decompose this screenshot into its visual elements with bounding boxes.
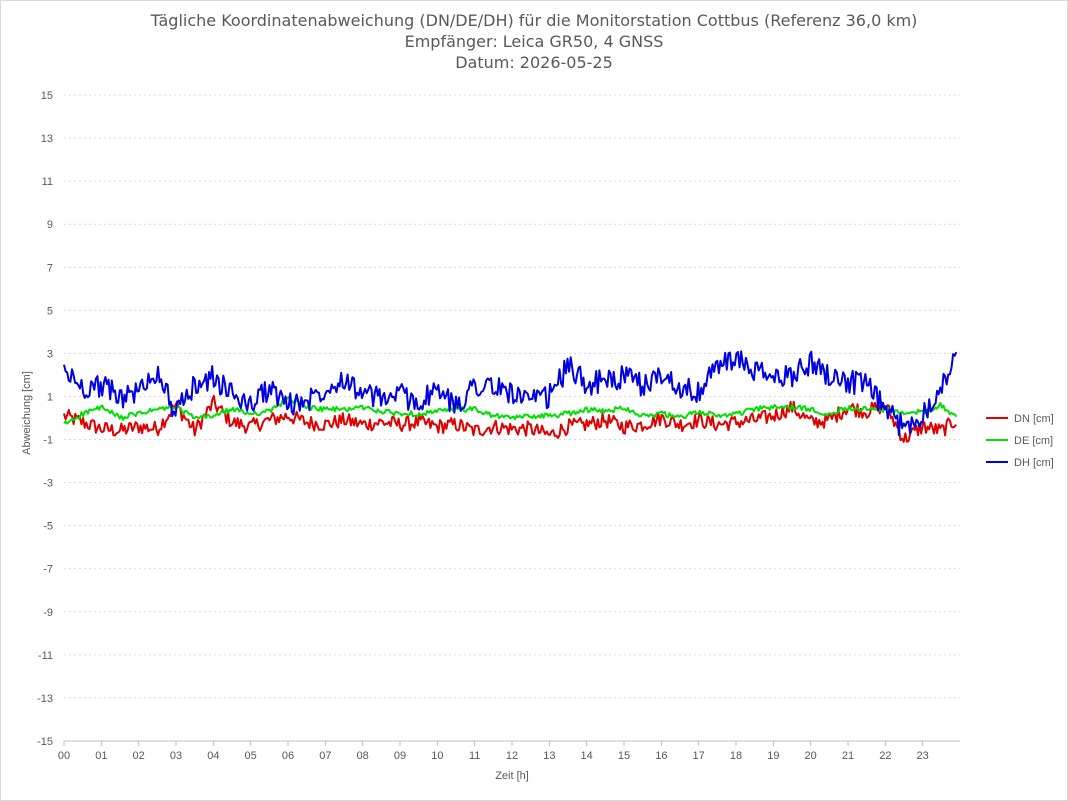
legend-label: DE [cm] (1014, 435, 1053, 447)
y-tick-label: -3 (43, 478, 53, 490)
chart-subtitle: Empfänger: Leica GR50, 4 GNSS (404, 32, 664, 51)
y-tick-label: 7 (47, 262, 53, 274)
x-tick-label: 04 (207, 750, 219, 762)
x-tick-label: 11 (469, 750, 480, 762)
grid-lines (64, 94, 960, 699)
series-line-3 (63, 350, 958, 436)
x-tick-label: 14 (581, 750, 593, 762)
x-tick-label: 12 (506, 750, 518, 762)
x-tick-label: 08 (357, 750, 369, 762)
y-tick-label: -15 (37, 736, 53, 748)
x-tick-label: 18 (730, 750, 742, 762)
series-line-1 (63, 394, 958, 443)
y-tick-label: 3 (47, 348, 53, 360)
y-tick-labels: 15 13 11 9 7 5 3 1 -1 -3 -5 -7 -9 -11 -13 -15 (37, 90, 53, 748)
x-tick-label: 13 (543, 750, 555, 762)
series-lines (63, 350, 958, 443)
x-tick-label: 17 (693, 750, 705, 762)
chart-title: Tägliche Koordinatenabweichung (DN/DE/DH… (150, 11, 918, 30)
y-tick-label: -13 (37, 693, 53, 705)
chart-titles: Tägliche Koordinatenabweichung (DN/DE/DH… (0, 10, 1068, 73)
x-tick-label: 05 (245, 750, 257, 762)
x-tick-label: 07 (319, 750, 331, 762)
x-tick-label: 15 (618, 750, 630, 762)
legend: DN [cm] DE [cm] DH [cm] (986, 413, 1054, 469)
y-tick-label: 11 (42, 176, 53, 188)
x-tick-label: 06 (282, 750, 294, 762)
x-tick-label: 16 (655, 750, 667, 762)
y-axis-label: Abweichung [cm] (21, 371, 33, 455)
x-tick-label: 03 (170, 750, 182, 762)
chart-subtitle-date: Datum: 2026-05-25 (455, 53, 613, 72)
x-tick-label: 19 (767, 750, 779, 762)
y-tick-label: 15 (41, 90, 53, 102)
legend-label: DN [cm] (1014, 413, 1054, 425)
y-tick-label: -5 (43, 521, 53, 533)
y-tick-label: -9 (43, 607, 53, 619)
x-tick-label: 09 (394, 750, 406, 762)
x-tick-label: 20 (805, 750, 817, 762)
x-tick-label: 00 (58, 750, 70, 762)
y-tick-label: 9 (47, 219, 53, 231)
y-tick-label: 13 (41, 133, 53, 145)
x-tick-label: 01 (95, 750, 107, 762)
y-tick-label: -1 (43, 435, 53, 447)
series-line-2 (63, 395, 958, 425)
x-tick-label: 21 (842, 750, 854, 762)
x-axis-label: Zeit [h] (495, 770, 529, 782)
x-tick-label: 22 (879, 750, 891, 762)
y-tick-label: 1 (47, 391, 53, 403)
x-tick-label: 02 (133, 750, 145, 762)
y-tick-label: -11 (38, 650, 53, 662)
y-tick-label: -7 (43, 564, 53, 576)
y-tick-label: 5 (47, 305, 53, 317)
x-tick-labels: 00 01 02 03 04 05 06 07 08 09 10 11 12 13 14 15 16 17 18 19… (58, 741, 929, 762)
legend-label: DH [cm] (1014, 457, 1054, 469)
x-tick-label: 23 (917, 750, 929, 762)
x-tick-label: 10 (431, 750, 443, 762)
